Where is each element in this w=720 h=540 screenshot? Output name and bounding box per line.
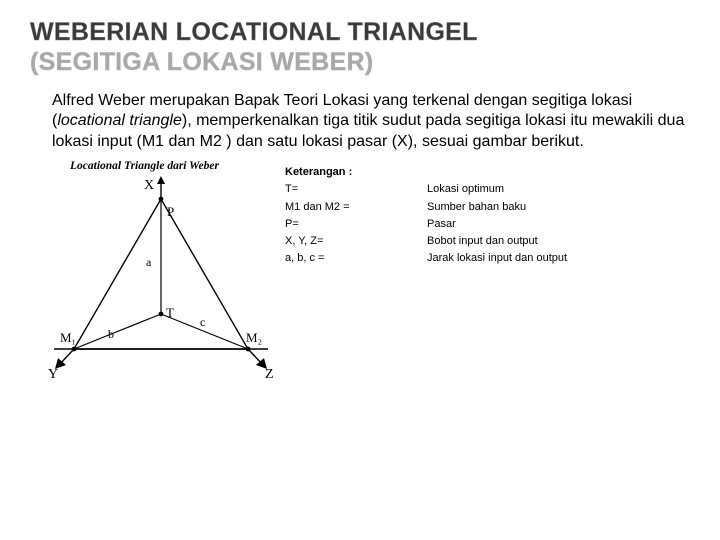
lbl-Z: Z (265, 367, 274, 382)
title-line1: WEBERIAN LOCATIONAL TRIANGEL (30, 18, 478, 46)
lbl-c: c (200, 315, 205, 329)
lbl-X: X (144, 178, 154, 193)
figure-caption: Locational Triangle dari Weber (70, 160, 285, 172)
title-line2: (SEGITIGA LOKASI WEBER) (30, 48, 373, 76)
body-paragraph: Alfred Weber merupakan Bapak Teori Lokas… (52, 91, 690, 152)
lbl-M1: M₁ (60, 330, 76, 345)
para-italic: locational triangle (57, 112, 182, 129)
legend-k2: P= (285, 216, 427, 233)
lbl-Y: Y (48, 367, 58, 382)
legend: Keterangan : T= M1 dan M2 = P= X, Y, Z= … (285, 160, 690, 384)
legend-k3: X, Y, Z= (285, 233, 427, 250)
legend-k0: T= (285, 181, 427, 198)
lbl-T: T (166, 305, 174, 320)
lbl-P: P (167, 204, 174, 219)
slide-title: WEBERIAN LOCATIONAL TRIANGEL (SEGITIGA L… (30, 18, 690, 77)
legend-v3: Bobot input dan output (427, 233, 690, 250)
legend-header: Keterangan : (285, 166, 352, 178)
lbl-a: a (146, 255, 152, 269)
legend-v2: Pasar (427, 216, 690, 233)
legend-v1: Sumber bahan baku (427, 199, 690, 216)
legend-v0: Lokasi optimum (427, 181, 690, 198)
lbl-b: b (108, 327, 114, 341)
legend-k4: a, b, c = (285, 250, 427, 267)
figure: Locational Triangle dari Weber (30, 160, 285, 384)
lbl-M2: M₂ (246, 330, 262, 345)
triangle-diagram: X P T M₁ M₂ Y Z a b c (36, 174, 286, 384)
legend-v4: Jarak lokasi input dan output (427, 250, 690, 267)
legend-k1: M1 dan M2 = (285, 199, 427, 216)
